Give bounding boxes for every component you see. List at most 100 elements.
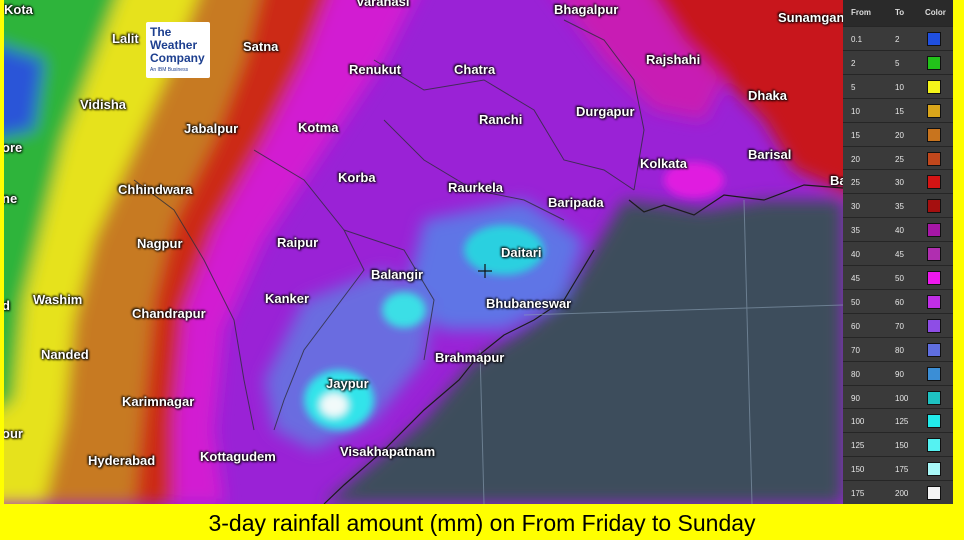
logo-line-2: Weather: [150, 38, 198, 52]
city-label: Karimnagar: [122, 394, 195, 409]
legend-from-value: 20: [851, 154, 860, 164]
city-label: Ranchi: [479, 112, 523, 127]
city-label: Kottagudem: [200, 449, 276, 464]
legend-row: 100 125: [843, 408, 953, 433]
legend-from-value: 40: [851, 250, 860, 260]
legend-from-value: 70: [851, 345, 860, 355]
city-label: Rajshahi: [646, 52, 701, 67]
legend-row: 40 45: [843, 241, 953, 266]
legend-from-value: 30: [851, 202, 860, 212]
legend-from-value: 100: [851, 417, 865, 427]
city-label: d: [4, 298, 10, 313]
legend-from-value: 45: [851, 274, 860, 283]
legend-header-from: From: [851, 8, 871, 17]
legend-color-swatch: [927, 390, 941, 405]
legend-row: 20 25: [843, 145, 953, 171]
legend-from-value: 50: [851, 297, 860, 307]
legend-color-swatch: [927, 175, 941, 190]
legend-row: 90 100: [843, 384, 953, 410]
city-label: Vidisha: [80, 97, 127, 112]
legend-from-value: 0.1: [851, 35, 863, 44]
city-label: Durgapur: [576, 104, 635, 119]
legend-to-value: 175: [895, 465, 909, 475]
legend-row: 35 40: [843, 217, 953, 242]
legend-color-swatch: [927, 32, 941, 46]
legend-to-value: 10: [895, 82, 904, 92]
legend-color-swatch: [927, 247, 941, 262]
city-label: Sunamgan: [778, 10, 843, 25]
legend-to-value: 35: [895, 202, 904, 212]
legend-from-value: 5: [851, 82, 856, 92]
city-label: ore: [4, 140, 23, 155]
legend-to-value: 45: [895, 250, 904, 260]
logo-line-3: Company: [150, 51, 205, 65]
legend-color-swatch: [927, 294, 941, 309]
rainfall-legend: From To Color 0.1 2 2 5 5 10 10 15 15 20 20 25 25 30 3…: [843, 0, 953, 504]
city-label: our: [4, 426, 23, 441]
legend-to-value: 15: [895, 106, 904, 116]
legend-from-value: 80: [851, 369, 860, 379]
city-label: Varanasi: [356, 0, 410, 9]
legend-row: 150 175: [843, 456, 953, 481]
legend-color-swatch: [927, 366, 941, 381]
weather-company-logo: The Weather Company An IBM Business: [146, 22, 210, 78]
legend-from-value: 90: [851, 393, 860, 403]
legend-row: 175 200: [843, 480, 953, 505]
city-label: Kanker: [265, 291, 310, 306]
city-label: Nanded: [41, 347, 89, 362]
city-label: Hyderabad: [88, 453, 156, 468]
legend-from-value: 60: [851, 321, 860, 331]
city-label: Washim: [33, 292, 83, 307]
legend-to-value: 25: [895, 154, 904, 164]
rainfall-map[interactable]: The Weather Company An IBM Business Vara…: [4, 0, 843, 504]
city-label: Daitari: [501, 245, 542, 260]
city-label: Brahmapur: [435, 350, 505, 365]
city-label: Jaypur: [326, 376, 369, 391]
legend-to-value: 50: [895, 274, 904, 283]
legend-from-value: 25: [851, 178, 860, 188]
city-label: Kota: [4, 2, 33, 17]
legend-color-swatch: [927, 223, 941, 238]
legend-color-swatch: [927, 438, 941, 453]
legend-color-swatch: [927, 127, 941, 142]
city-label: Raurkela: [448, 180, 503, 195]
map-caption: 3-day rainfall amount (mm) on From Frida…: [208, 510, 756, 536]
city-label: Baripada: [548, 195, 604, 210]
legend-header-color: Color: [925, 8, 946, 17]
legend-from-value: 150: [851, 465, 865, 475]
legend-row: 50 60: [843, 288, 953, 314]
legend-to-value: 5: [895, 58, 900, 68]
legend-color-swatch: [927, 79, 941, 94]
legend-row: 0.1 2: [843, 26, 953, 51]
city-label: Lalit: [112, 31, 139, 46]
legend-row: 80 90: [843, 360, 953, 386]
legend-row: 125 150: [843, 432, 953, 457]
city-label: Bhubaneswar: [486, 296, 572, 311]
logo-line-1: The: [150, 25, 172, 39]
legend-color-swatch: [927, 318, 941, 333]
legend-to-value: 200: [895, 489, 909, 499]
logo-text: The Weather Company: [150, 26, 205, 65]
city-label: Bhagalpur: [554, 2, 619, 17]
city-label: Renukut: [349, 62, 401, 77]
legend-to-value: 125: [895, 417, 909, 427]
legend-row: 70 80: [843, 336, 953, 362]
legend-row: 45 50: [843, 265, 953, 290]
legend-to-value: 70: [895, 321, 904, 331]
logo-tagline: An IBM Business: [150, 67, 189, 73]
legend-from-value: 10: [851, 106, 860, 116]
legend-from-value: 175: [851, 489, 865, 499]
city-label: Visakhapatnam: [340, 444, 436, 459]
city-label: Korba: [338, 170, 376, 185]
city-label: Chatra: [454, 62, 496, 77]
legend-row: 10 15: [843, 97, 953, 123]
legend-color-swatch: [927, 199, 941, 214]
city-label: Balangir: [371, 267, 424, 282]
legend-header: From To Color: [843, 0, 953, 26]
city-label: Raipur: [277, 235, 319, 250]
legend-color-swatch: [927, 55, 941, 70]
legend-from-value: 35: [851, 226, 860, 236]
legend-row: 60 70: [843, 312, 953, 338]
city-label: Kotma: [298, 120, 339, 135]
legend-color-swatch: [927, 414, 941, 429]
